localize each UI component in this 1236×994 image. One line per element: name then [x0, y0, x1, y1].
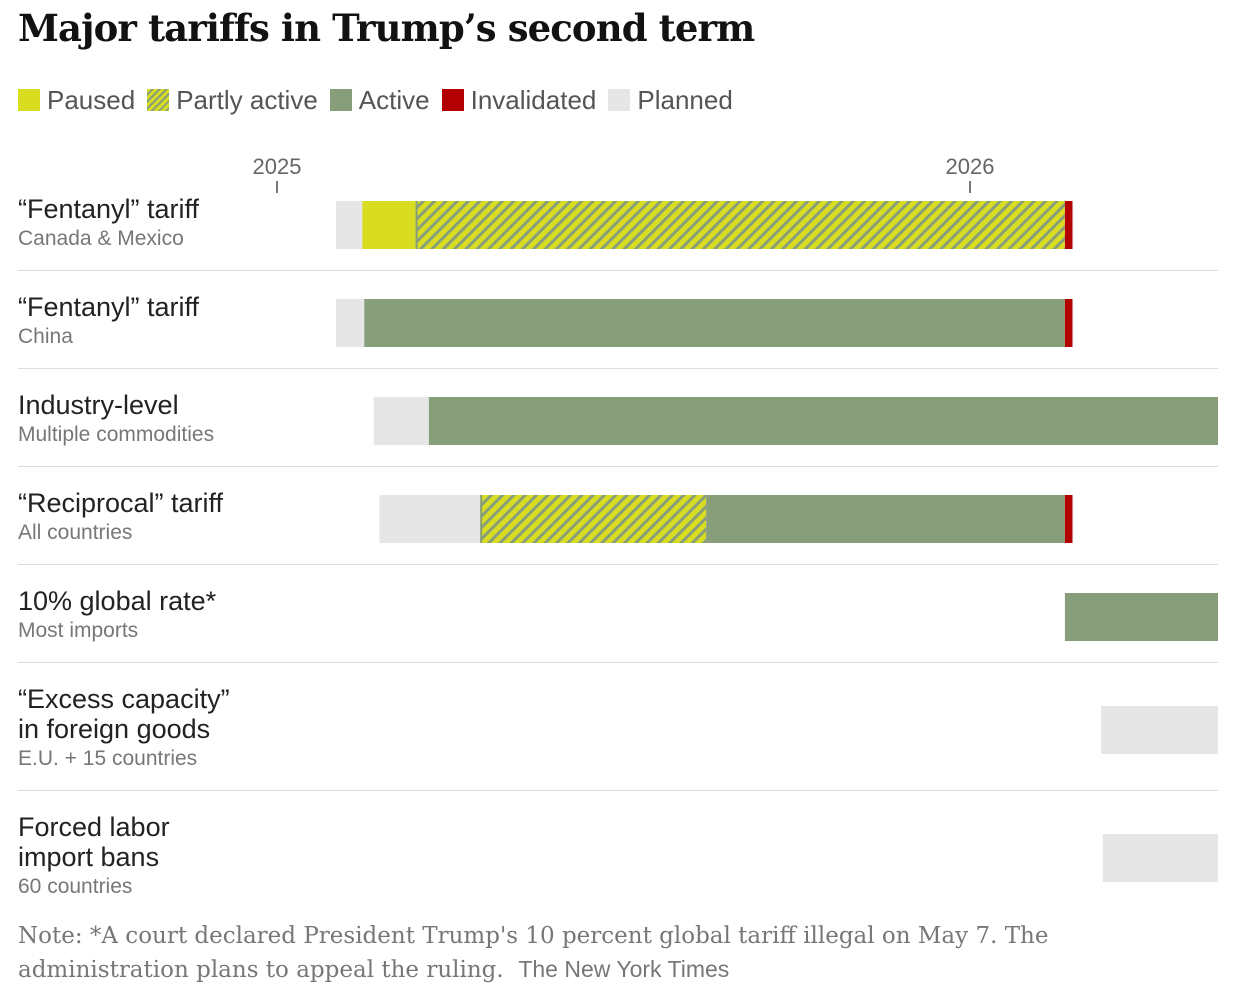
row-title-line-1: “Excess capacity” [18, 684, 230, 714]
legend-label-partly: Partly active [176, 84, 318, 115]
row-title: “Reciprocal” tariff [18, 488, 224, 518]
legend-item-partly: Partly active [147, 85, 318, 116]
legend-label-planned: Planned [637, 84, 733, 115]
legend-swatch-partly [147, 89, 170, 111]
note-text: Note: *A court declared President Trump'… [18, 923, 1049, 983]
legend-item-paused: Paused [18, 85, 135, 116]
row-divider [18, 368, 1218, 369]
x-tick-mark-2025 [276, 181, 278, 193]
chart-title: Major tariffs in Trump’s second term [18, 6, 755, 50]
bar-segment-active [706, 495, 1065, 543]
bar-segment-planned [379, 495, 481, 543]
row-subtitle: Most imports [18, 619, 139, 642]
row-title-line-2: import bans [18, 842, 160, 872]
row-title-line-1: Forced labor [18, 812, 170, 842]
bar-segment-partly [415, 201, 1065, 249]
row-label-excess-capacity: “Excess capacity” in foreign goods E.U. … [18, 684, 230, 772]
bar-segment-invalidated [1064, 299, 1073, 347]
legend-label-active: Active [358, 84, 430, 115]
row-divider [18, 662, 1218, 663]
row-label-fentanyl-canada-mexico: “Fentanyl” tariff Canada & Mexico [18, 194, 199, 252]
row-subtitle: E.U. + 15 countries [18, 747, 198, 770]
row-divider [18, 270, 1218, 271]
row-title: “Fentanyl” tariff [18, 194, 200, 224]
row-title: Industry-level [18, 390, 179, 420]
row-subtitle: 60 countries [18, 875, 133, 898]
legend-swatch-invalidated [441, 89, 464, 111]
bar-segment-invalidated [1064, 495, 1073, 543]
note-credit: The New York Times [518, 956, 730, 982]
row-label-global-rate: 10% global rate* Most imports [18, 586, 216, 644]
bar-segment-active [364, 299, 1065, 347]
bar-segment-planned [1102, 834, 1218, 882]
x-tick-label-2025: 2025 [252, 154, 302, 179]
bar-segment-edge [415, 201, 418, 249]
legend-item-active: Active [329, 84, 430, 116]
legend: Paused Partly active Active Invalidated … [18, 84, 745, 116]
legend-swatch-planned [608, 89, 631, 111]
bar-segment-paused [362, 201, 416, 249]
row-subtitle: Canada & Mexico [18, 227, 184, 250]
x-tick-mark-2026 [969, 181, 971, 193]
legend-swatch-paused [18, 89, 40, 111]
row-divider [18, 466, 1218, 467]
row-title: 10% global rate* [18, 586, 217, 616]
row-divider [18, 564, 1218, 565]
row-divider [18, 790, 1218, 791]
bar-segment-planned [335, 299, 365, 347]
bar-segment-partly [480, 495, 707, 543]
legend-item-planned: Planned [608, 84, 733, 116]
legend-item-invalidated: Invalidated [441, 84, 597, 116]
legend-label-invalidated: Invalidated [470, 84, 597, 115]
x-tick-label-2026: 2026 [945, 154, 995, 179]
legend-label-paused: Paused [47, 84, 136, 115]
bar-segment-planned [335, 201, 363, 249]
row-label-forced-labor: Forced labor import bans 60 countries [18, 812, 170, 900]
row-subtitle: China [18, 325, 73, 348]
bar-segment-active [1064, 593, 1218, 641]
row-label-industry-level: Industry-level Multiple commodities [18, 390, 214, 448]
legend-swatch-active [329, 89, 352, 111]
row-subtitle: Multiple commodities [18, 423, 215, 446]
row-subtitle: All countries [18, 521, 133, 544]
bar-segment-planned [1101, 706, 1218, 754]
row-title-line-2: in foreign goods [18, 714, 211, 744]
bar-segment-active [428, 397, 1218, 445]
bar-segment-invalidated [1064, 201, 1073, 249]
row-title: “Fentanyl” tariff [18, 292, 200, 322]
bar-segment-edge [480, 495, 483, 543]
row-label-reciprocal: “Reciprocal” tariff All countries [18, 488, 223, 546]
row-label-fentanyl-china: “Fentanyl” tariff China [18, 292, 199, 350]
chart-note: Note: *A court declared President Trump'… [18, 920, 1218, 987]
bar-segment-planned [373, 397, 429, 445]
